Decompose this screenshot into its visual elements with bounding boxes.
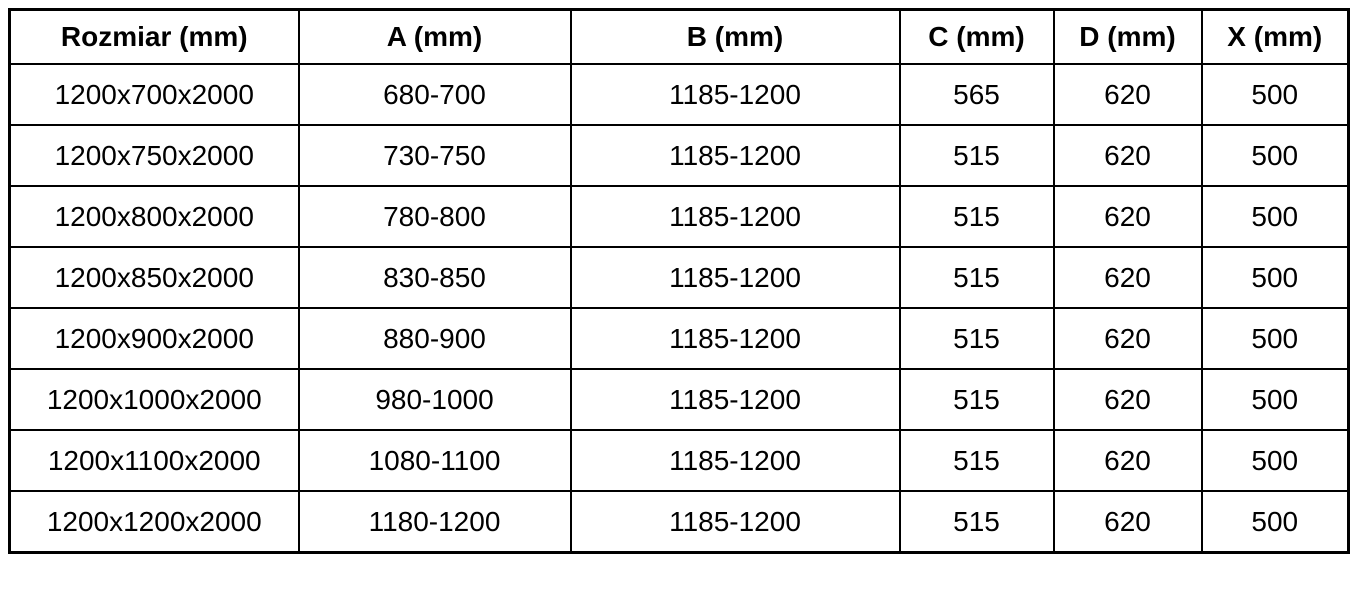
table-cell-rozmiar: 1200x1200x2000 [8,490,300,554]
table-row: 1200x1100x2000 1080-1100 1185-1200 515 6… [8,429,1350,492]
table-cell-c: 515 [898,246,1055,309]
column-header-x: X (mm) [1200,8,1350,65]
table-cell-b: 1185-1200 [569,63,901,126]
table-cell-x: 500 [1200,63,1350,126]
column-header-rozmiar: Rozmiar (mm) [8,8,300,65]
table-cell-c: 565 [898,63,1055,126]
table-cell-a: 830-850 [297,246,572,309]
table-cell-x: 500 [1200,429,1350,492]
table-cell-rozmiar: 1200x700x2000 [8,63,300,126]
table-cell-d: 620 [1052,124,1203,187]
table-cell-a: 780-800 [297,185,572,248]
table-cell-b: 1185-1200 [569,429,901,492]
table-header-row: Rozmiar (mm) A (mm) B (mm) C (mm) D (mm)… [8,8,1350,65]
table-cell-c: 515 [898,429,1055,492]
table-cell-b: 1185-1200 [569,307,901,370]
table-cell-d: 620 [1052,429,1203,492]
table-cell-d: 620 [1052,490,1203,554]
table-cell-b: 1185-1200 [569,490,901,554]
column-header-d: D (mm) [1052,8,1203,65]
table-cell-c: 515 [898,490,1055,554]
table-cell-d: 620 [1052,368,1203,431]
table-cell-d: 620 [1052,246,1203,309]
table-row: 1200x750x2000 730-750 1185-1200 515 620 … [8,124,1350,187]
table-cell-x: 500 [1200,185,1350,248]
table-row: 1200x800x2000 780-800 1185-1200 515 620 … [8,185,1350,248]
table-cell-a: 1080-1100 [297,429,572,492]
table-cell-d: 620 [1052,63,1203,126]
table-cell-x: 500 [1200,490,1350,554]
table-row: 1200x850x2000 830-850 1185-1200 515 620 … [8,246,1350,309]
table-cell-rozmiar: 1200x1000x2000 [8,368,300,431]
table-cell-c: 515 [898,368,1055,431]
table-cell-a: 980-1000 [297,368,572,431]
table-cell-rozmiar: 1200x850x2000 [8,246,300,309]
table-cell-rozmiar: 1200x1100x2000 [8,429,300,492]
table-cell-x: 500 [1200,246,1350,309]
table-cell-rozmiar: 1200x800x2000 [8,185,300,248]
table-cell-d: 620 [1052,185,1203,248]
table-cell-c: 515 [898,307,1055,370]
size-spec-table: Rozmiar (mm) A (mm) B (mm) C (mm) D (mm)… [8,8,1350,554]
table-row: 1200x900x2000 880-900 1185-1200 515 620 … [8,307,1350,370]
table-row: 1200x1000x2000 980-1000 1185-1200 515 62… [8,368,1350,431]
table-row: 1200x700x2000 680-700 1185-1200 565 620 … [8,63,1350,126]
table-cell-b: 1185-1200 [569,246,901,309]
table-cell-x: 500 [1200,307,1350,370]
table-cell-c: 515 [898,185,1055,248]
table-cell-d: 620 [1052,307,1203,370]
table-cell-rozmiar: 1200x750x2000 [8,124,300,187]
column-header-b: B (mm) [569,8,901,65]
column-header-a: A (mm) [297,8,572,65]
table-cell-c: 515 [898,124,1055,187]
table-cell-rozmiar: 1200x900x2000 [8,307,300,370]
column-header-c: C (mm) [898,8,1055,65]
table-row: 1200x1200x2000 1180-1200 1185-1200 515 6… [8,490,1350,554]
table-cell-b: 1185-1200 [569,124,901,187]
table-cell-a: 680-700 [297,63,572,126]
table-cell-a: 730-750 [297,124,572,187]
table-cell-x: 500 [1200,124,1350,187]
table-cell-a: 880-900 [297,307,572,370]
table-cell-b: 1185-1200 [569,185,901,248]
table-cell-x: 500 [1200,368,1350,431]
table-cell-b: 1185-1200 [569,368,901,431]
table-cell-a: 1180-1200 [297,490,572,554]
